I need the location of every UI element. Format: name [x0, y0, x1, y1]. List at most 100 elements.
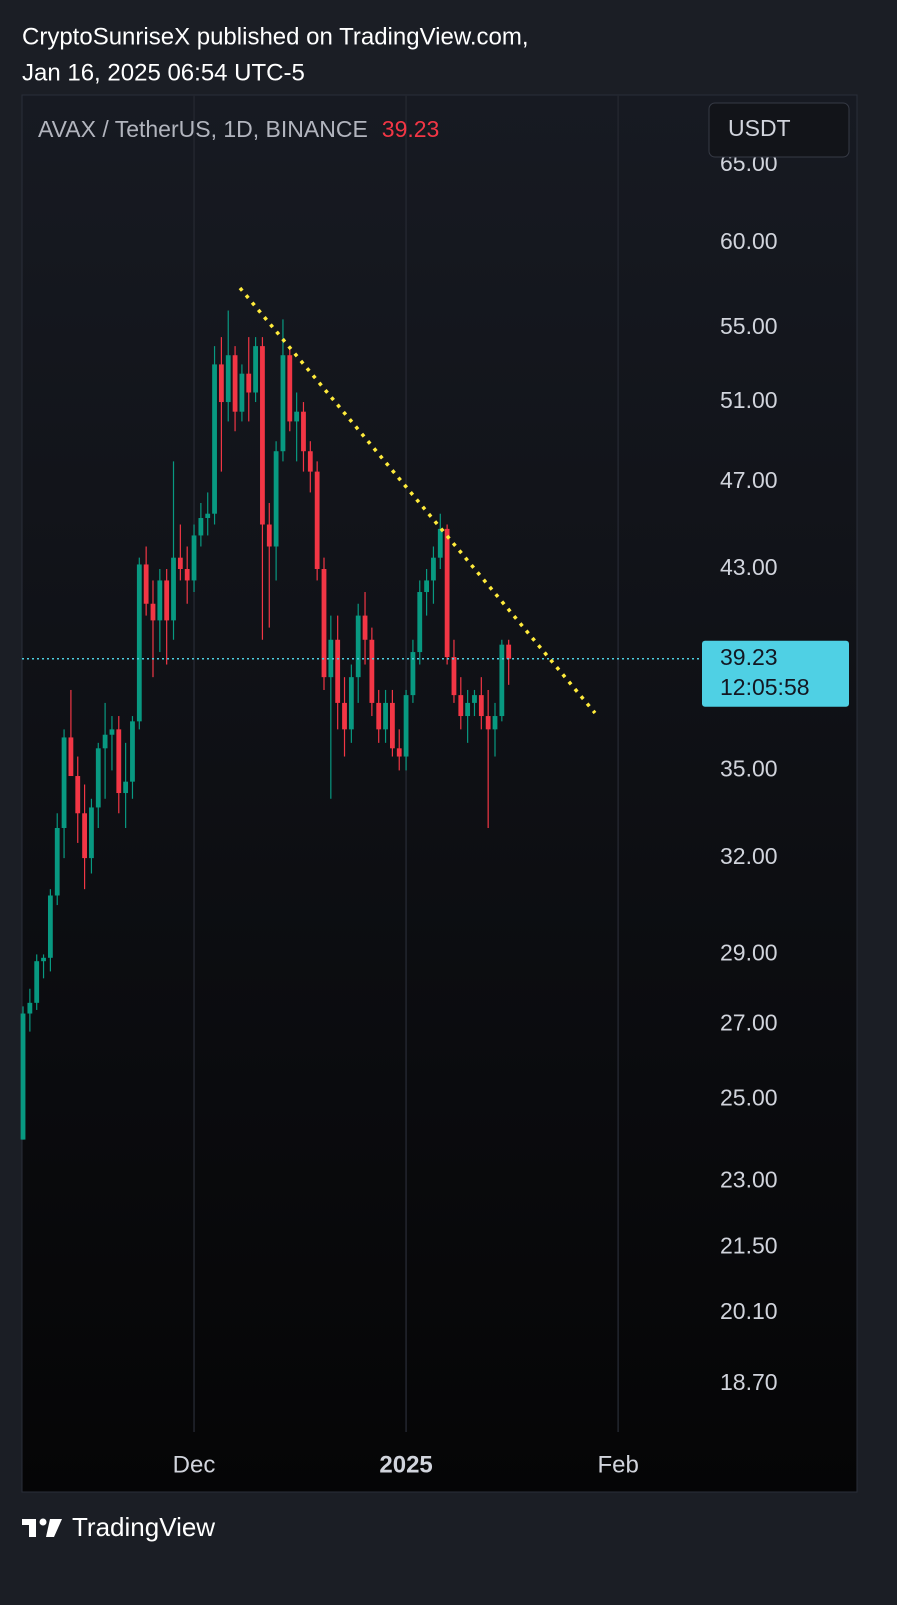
candle-body: [212, 364, 217, 514]
candle-body: [294, 411, 300, 422]
candle-body: [348, 677, 354, 730]
candle-body: [253, 346, 258, 393]
publisher: CryptoSunriseX published on TradingView.…: [22, 23, 529, 50]
candle-body: [273, 451, 279, 547]
candle-body: [314, 471, 320, 569]
price-label: 39.23: [720, 644, 778, 670]
trend-line: [238, 286, 597, 715]
candle-body: [34, 961, 40, 1003]
y-tick-label: 43.00: [720, 554, 778, 580]
candle-body: [54, 827, 60, 896]
candle-body: [321, 568, 327, 678]
candle-body: [369, 639, 375, 703]
y-tick-label: 35.00: [720, 755, 778, 781]
y-tick-label: 29.00: [720, 939, 778, 965]
candle-body: [376, 702, 382, 730]
candle-body: [61, 737, 67, 828]
candle-body: [506, 644, 512, 659]
candle-body: [383, 702, 388, 730]
y-tick-label: 27.00: [720, 1009, 778, 1035]
candle-body: [335, 639, 341, 703]
candle-body: [116, 729, 122, 794]
candle-body: [424, 580, 429, 593]
logo: [22, 1518, 62, 1537]
currency[interactable]: USDT: [728, 115, 791, 141]
candle-body: [82, 813, 87, 859]
candle-body: [396, 748, 402, 757]
y-tick-label: 20.10: [720, 1298, 778, 1324]
candle-body: [437, 528, 443, 558]
y-tick-label: 55.00: [720, 313, 778, 339]
symbol-title: AVAX / TetherUS, 1D, BINANCE 39.23: [38, 116, 439, 142]
currency-button[interactable]: [708, 102, 850, 158]
candle-body: [177, 557, 183, 569]
y-tick-label: 47.00: [720, 467, 778, 493]
candle-body: [171, 557, 176, 621]
y-tick-label: 23.00: [720, 1166, 778, 1192]
price-label-box: [702, 640, 849, 707]
candle-body: [417, 592, 423, 653]
candle-body: [478, 695, 484, 717]
candle-body: [157, 580, 163, 621]
candle-body: [109, 729, 115, 735]
x-tick-label: Dec: [173, 1451, 216, 1478]
countdown: 12:05:58: [720, 674, 810, 700]
y-tick-label: 18.70: [720, 1369, 778, 1395]
candle-body: [451, 657, 457, 696]
candle-body: [307, 451, 313, 472]
candle-body: [20, 1013, 26, 1140]
candle-body: [68, 737, 74, 777]
candle-body: [246, 373, 252, 393]
candle-body: [458, 695, 464, 717]
candle-body: [355, 615, 361, 678]
candle-body: [239, 373, 245, 412]
candle-body: [403, 695, 409, 757]
x-tick-label: 2025: [379, 1451, 432, 1478]
candle-body: [27, 1002, 33, 1014]
candle-body: [485, 716, 491, 730]
candle-body: [389, 702, 395, 749]
candle-body: [410, 652, 416, 696]
candle-body: [143, 564, 149, 604]
candle-body: [465, 702, 471, 717]
title-price: 39.23: [382, 116, 440, 142]
candle-body: [102, 734, 108, 749]
candle-body: [75, 776, 81, 814]
candle-body: [47, 895, 53, 958]
candle-body: [184, 568, 190, 581]
candle-body: [225, 355, 231, 403]
candle-body: [499, 644, 505, 717]
candle-body: [89, 807, 94, 859]
x-tick-label: Feb: [597, 1451, 638, 1478]
candle-body: [164, 580, 170, 621]
candle-body: [342, 702, 347, 730]
candle-body: [205, 513, 211, 519]
candle-body: [232, 355, 238, 412]
candle-body: [431, 557, 436, 581]
publish-date: Jan 16, 2025 06:54 UTC-5: [22, 59, 305, 86]
plot-panel: [21, 94, 858, 1493]
candle-body: [280, 355, 286, 452]
candle-body: [328, 639, 334, 678]
candle-body: [41, 957, 46, 962]
candle-body: [218, 364, 224, 403]
y-tick-label: 25.00: [720, 1085, 778, 1111]
candle-body: [130, 721, 135, 782]
candle-body: [287, 355, 293, 422]
candle-body: [301, 411, 306, 452]
candle-body: [150, 603, 156, 621]
y-tick-label: 21.50: [720, 1232, 778, 1258]
y-tick-label: 51.00: [720, 387, 778, 413]
candle-body: [266, 524, 272, 547]
candle-body: [444, 528, 450, 658]
candle-body: [492, 716, 498, 730]
y-tick-label: 60.00: [720, 228, 778, 254]
candle-body: [260, 346, 265, 525]
candle-body: [123, 781, 129, 794]
brand: TradingView: [72, 1512, 215, 1542]
title: AVAX / TetherUS, 1D, BINANCE: [38, 116, 368, 142]
candle-body: [95, 748, 101, 808]
y-tick-label: 32.00: [720, 843, 778, 869]
